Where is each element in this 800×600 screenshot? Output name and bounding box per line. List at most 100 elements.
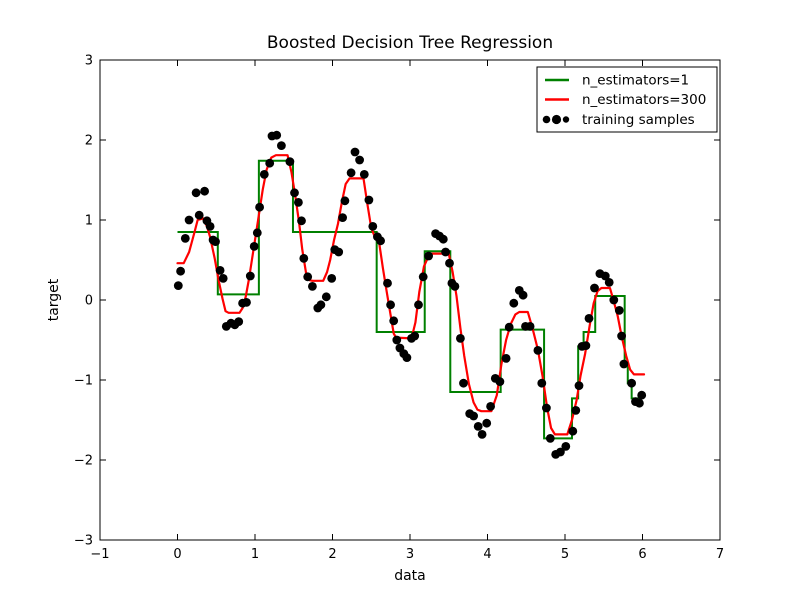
- x-axis-label: data: [394, 568, 426, 584]
- training-sample-dot: [194, 210, 204, 220]
- training-sample-dot: [617, 331, 626, 341]
- training-sample-dot: [545, 434, 555, 443]
- training-sample-dot: [303, 272, 313, 282]
- x-tick-label: 5: [561, 547, 569, 562]
- training-sample-dot: [234, 317, 244, 326]
- y-tick-label: 1: [85, 214, 93, 229]
- training-sample-dot: [482, 418, 492, 428]
- training-sample-dot: [486, 402, 495, 411]
- training-sample-dot: [418, 272, 428, 282]
- y-tick-label: 0: [85, 294, 93, 309]
- training-sample-dot: [438, 234, 448, 244]
- training-sample-dot: [211, 237, 220, 247]
- training-sample-dot: [561, 442, 571, 451]
- y-tick-label: 3: [85, 54, 93, 69]
- training-sample-dot: [609, 295, 619, 305]
- training-sample-dot: [459, 378, 468, 388]
- training-sample-dot: [245, 271, 255, 281]
- training-sample-dot: [294, 198, 303, 207]
- training-sample-dot: [176, 266, 186, 276]
- x-tick-label: 7: [716, 547, 724, 562]
- x-tick-label: 4: [483, 547, 491, 562]
- training-sample-dot: [424, 251, 433, 261]
- training-sample-dot: [252, 228, 262, 238]
- training-sample-dot: [637, 390, 647, 400]
- legend: n_estimators=1 n_estimators=300 training…: [536, 66, 718, 133]
- training-sample-dot: [392, 335, 402, 345]
- training-sample-dot: [627, 378, 636, 388]
- training-sample-dot: [556, 447, 565, 457]
- legend-label-tree: n_estimators=1: [582, 73, 689, 89]
- training-sample-dot: [581, 341, 591, 350]
- x-tick-labels: −1 0 1 2 3 4 5 6 7: [90, 547, 724, 562]
- training-sample-dot: [359, 170, 369, 179]
- training-sample-dot: [525, 322, 535, 331]
- training-sample-dot: [255, 202, 264, 212]
- training-sample-dot: [469, 411, 478, 421]
- training-sample-dot: [249, 242, 259, 251]
- training-sample-dot: [338, 213, 347, 223]
- training-sample-dot: [441, 247, 450, 257]
- training-sample-dot: [265, 158, 275, 168]
- training-sample-dot: [173, 281, 183, 290]
- training-sample-dot: [191, 188, 201, 198]
- training-sample-dot: [410, 331, 420, 341]
- training-sample-dot: [321, 292, 331, 302]
- training-sample-dot: [533, 346, 543, 355]
- training-sample-dot: [334, 247, 344, 257]
- training-sample-dot: [355, 155, 364, 165]
- training-sample-dot: [509, 298, 519, 308]
- legend-label-samples: training samples: [582, 112, 695, 128]
- training-sample-dot: [473, 422, 483, 431]
- chart-title: Boosted Decision Tree Regression: [267, 33, 553, 53]
- training-sample-dot: [445, 258, 454, 268]
- training-sample-dot: [386, 300, 395, 310]
- training-sample-dot: [184, 215, 194, 225]
- training-sample-dot: [542, 403, 551, 413]
- training-sample-dot: [614, 306, 624, 315]
- training-sample-dot: [495, 377, 505, 386]
- training-sample-dot: [316, 300, 326, 310]
- training-sample-dot: [368, 222, 378, 231]
- training-sample-dot: [180, 234, 190, 243]
- x-tick-label: 2: [328, 547, 336, 562]
- training-sample-dot: [346, 168, 356, 178]
- training-sample-dot: [290, 188, 299, 198]
- training-sample-dot: [205, 222, 215, 231]
- legend-label-boosted: n_estimators=300: [582, 92, 706, 108]
- training-sample-dot: [450, 282, 460, 291]
- training-sample-dot: [215, 266, 225, 275]
- y-tick-label: −3: [74, 534, 93, 549]
- training-sample-dot: [389, 316, 399, 326]
- training-sample-dot: [504, 322, 514, 332]
- x-tick-label: 0: [173, 547, 181, 562]
- training-sample-dot: [297, 216, 306, 226]
- training-sample-dot: [518, 290, 528, 300]
- training-sample-dot: [218, 274, 228, 283]
- x-tick-label: 6: [638, 547, 646, 562]
- y-tick-label: 2: [85, 134, 93, 149]
- chart-series: [173, 130, 647, 459]
- x-tick-label: 1: [251, 547, 259, 562]
- training-sample-dot: [402, 353, 412, 362]
- training-sample-dot: [340, 196, 350, 206]
- training-sample-dot: [604, 278, 614, 287]
- training-sample-dot: [327, 274, 337, 283]
- training-sample-dot: [242, 298, 251, 307]
- y-tick-label: −2: [74, 454, 93, 469]
- training-sample-dot: [376, 236, 385, 246]
- training-sample-dot: [574, 381, 584, 390]
- training-sample-dot: [364, 195, 374, 205]
- y-axis-label: target: [46, 278, 62, 321]
- training-sample-dot: [299, 254, 309, 263]
- x-tick-label: −1: [90, 547, 109, 562]
- training-sample-dot: [600, 271, 610, 281]
- training-sample-dot: [477, 430, 487, 439]
- training-sample-dot: [383, 278, 392, 288]
- legend-scatter-markers: [542, 114, 570, 125]
- training-sample-dot: [277, 141, 286, 151]
- y-tick-label: −1: [74, 374, 93, 389]
- training-sample-dot: [619, 359, 629, 369]
- training-sample-dot: [456, 334, 465, 343]
